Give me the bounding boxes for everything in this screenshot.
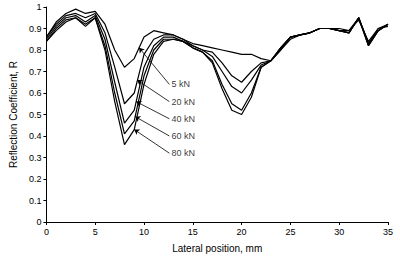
svg-text:0.5: 0.5 [29, 110, 42, 120]
svg-text:0.6: 0.6 [29, 88, 42, 98]
svg-text:5: 5 [93, 227, 98, 237]
svg-text:25: 25 [285, 227, 295, 237]
svg-text:30: 30 [334, 227, 344, 237]
svg-text:0: 0 [36, 217, 41, 227]
svg-text:0.8: 0.8 [29, 45, 42, 55]
svg-text:15: 15 [188, 227, 198, 237]
svg-text:10: 10 [139, 227, 149, 237]
svg-text:0.1: 0.1 [29, 196, 42, 206]
svg-text:0: 0 [44, 227, 49, 237]
svg-text:80 kN: 80 kN [171, 148, 195, 158]
svg-text:0.2: 0.2 [29, 174, 42, 184]
svg-text:Reflection Coefficient, R: Reflection Coefficient, R [8, 61, 19, 168]
svg-text:20 kN: 20 kN [171, 97, 195, 107]
svg-text:35: 35 [383, 227, 393, 237]
svg-text:40 kN: 40 kN [171, 114, 195, 124]
svg-text:0.4: 0.4 [29, 131, 42, 141]
svg-text:0.7: 0.7 [29, 67, 42, 77]
svg-text:1: 1 [36, 2, 41, 12]
svg-text:0.9: 0.9 [29, 24, 42, 34]
svg-text:5 kN: 5 kN [171, 79, 190, 89]
svg-text:20: 20 [237, 227, 247, 237]
svg-text:Lateral position, mm: Lateral position, mm [172, 243, 262, 254]
svg-text:0.3: 0.3 [29, 153, 42, 163]
svg-text:60 kN: 60 kN [171, 131, 195, 141]
